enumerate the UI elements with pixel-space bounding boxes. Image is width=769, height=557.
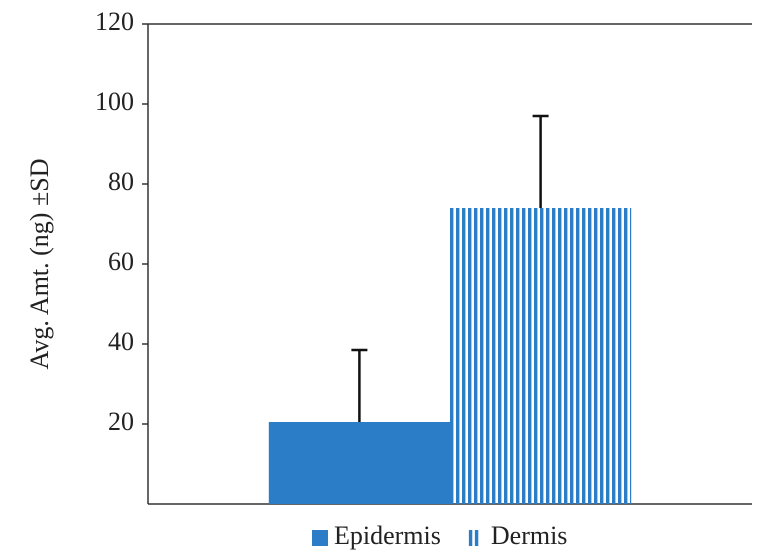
y-tick-label: 20 (108, 407, 134, 436)
bar (450, 208, 632, 504)
bar (268, 422, 450, 504)
y-tick-label: 80 (108, 167, 134, 196)
y-tick-label: 60 (108, 247, 134, 276)
y-tick-label: 120 (95, 7, 134, 36)
y-tick-label: 100 (95, 87, 134, 116)
legend-swatch (468, 530, 473, 546)
legend-swatch (312, 530, 328, 546)
y-tick-label: 40 (108, 327, 134, 356)
legend-label: Dermis (491, 521, 568, 550)
y-axis-label: Avg. Amt. (ng) ±SD (25, 159, 54, 370)
legend-swatch (474, 530, 479, 546)
legend-label: Epidermis (334, 521, 441, 550)
